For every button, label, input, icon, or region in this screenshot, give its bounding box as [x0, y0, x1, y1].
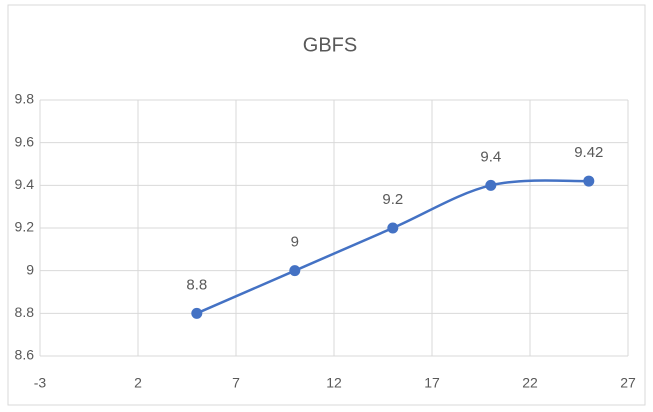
y-tick-label: 9.8 [15, 91, 35, 107]
y-tick-label: 9.4 [15, 176, 35, 192]
x-tick-label: 22 [522, 375, 538, 391]
data-point [387, 222, 399, 234]
chart-title: GBFS [303, 34, 357, 56]
data-point [289, 265, 301, 277]
data-label: 9 [291, 234, 299, 251]
chart-border [7, 4, 646, 406]
data-point [191, 307, 203, 319]
x-tick-label: 2 [134, 375, 142, 391]
y-tick-label: 9.6 [15, 133, 35, 149]
x-tick-label: -3 [34, 375, 47, 391]
y-tick-label: 8.6 [15, 347, 35, 363]
data-label: 9.4 [480, 148, 501, 165]
y-tick-label: 9 [26, 261, 34, 277]
data-point [583, 175, 595, 187]
x-tick-label: 27 [620, 375, 636, 391]
data-point [485, 179, 497, 191]
y-tick-label: 9.2 [15, 219, 35, 235]
x-tick-label: 12 [326, 375, 342, 391]
x-tick-label: 7 [232, 375, 240, 391]
y-tick-label: 8.8 [15, 304, 35, 320]
data-label: 8.8 [186, 276, 207, 293]
data-label: 9.2 [382, 191, 403, 208]
x-tick-label: 17 [424, 375, 440, 391]
data-label: 9.42 [574, 144, 603, 161]
